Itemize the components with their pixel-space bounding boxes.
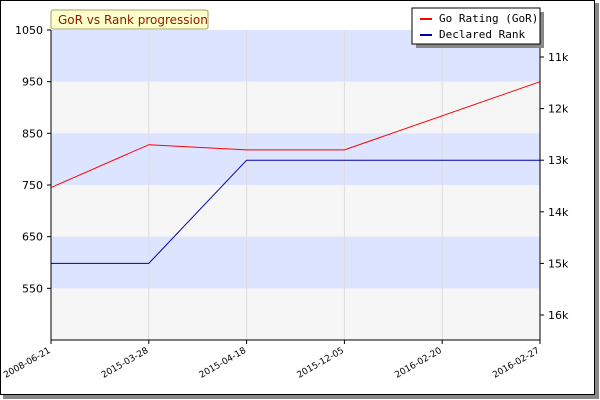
y-left-tick-label: 950: [22, 76, 43, 89]
y-right-tick-label: 14k: [548, 206, 569, 219]
y-right-tick-labels: 11k 12k 13k 14k 15k 16k: [540, 51, 569, 322]
grid-lines: [148, 30, 443, 340]
y-right-tick-label: 13k: [548, 154, 569, 167]
y-left-tick-label: 850: [22, 127, 43, 140]
series-line-rank: [51, 159, 540, 264]
series-lines: [50, 81, 541, 264]
plot-band: [51, 236, 540, 289]
chart-title: GoR vs Rank progression: [58, 13, 208, 27]
y-left-tick-labels: 550 650 750 850 950 1050: [15, 24, 51, 295]
plot-band: [51, 133, 540, 185]
y-right-tick-label: 12k: [548, 103, 569, 116]
y-right-tick-label: 15k: [548, 257, 569, 270]
legend: Go Rating (GoR) Declared Rank: [411, 7, 544, 48]
y-right-tick-label: 11k: [548, 51, 569, 64]
legend-label-rank: Declared Rank: [439, 28, 525, 41]
legend-label-gor: Go Rating (GoR): [439, 12, 538, 25]
series-line-gor: [50, 81, 541, 189]
y-right-tick-label: 16k: [548, 309, 569, 322]
y-left-tick-label: 550: [22, 282, 43, 295]
y-left-tick-label: 750: [22, 179, 43, 192]
y-left-tick-label: 650: [22, 231, 43, 244]
plot-background: [51, 30, 540, 340]
chart-title-box: GoR vs Rank progression: [50, 9, 209, 30]
y-left-tick-label: 1050: [15, 24, 43, 37]
